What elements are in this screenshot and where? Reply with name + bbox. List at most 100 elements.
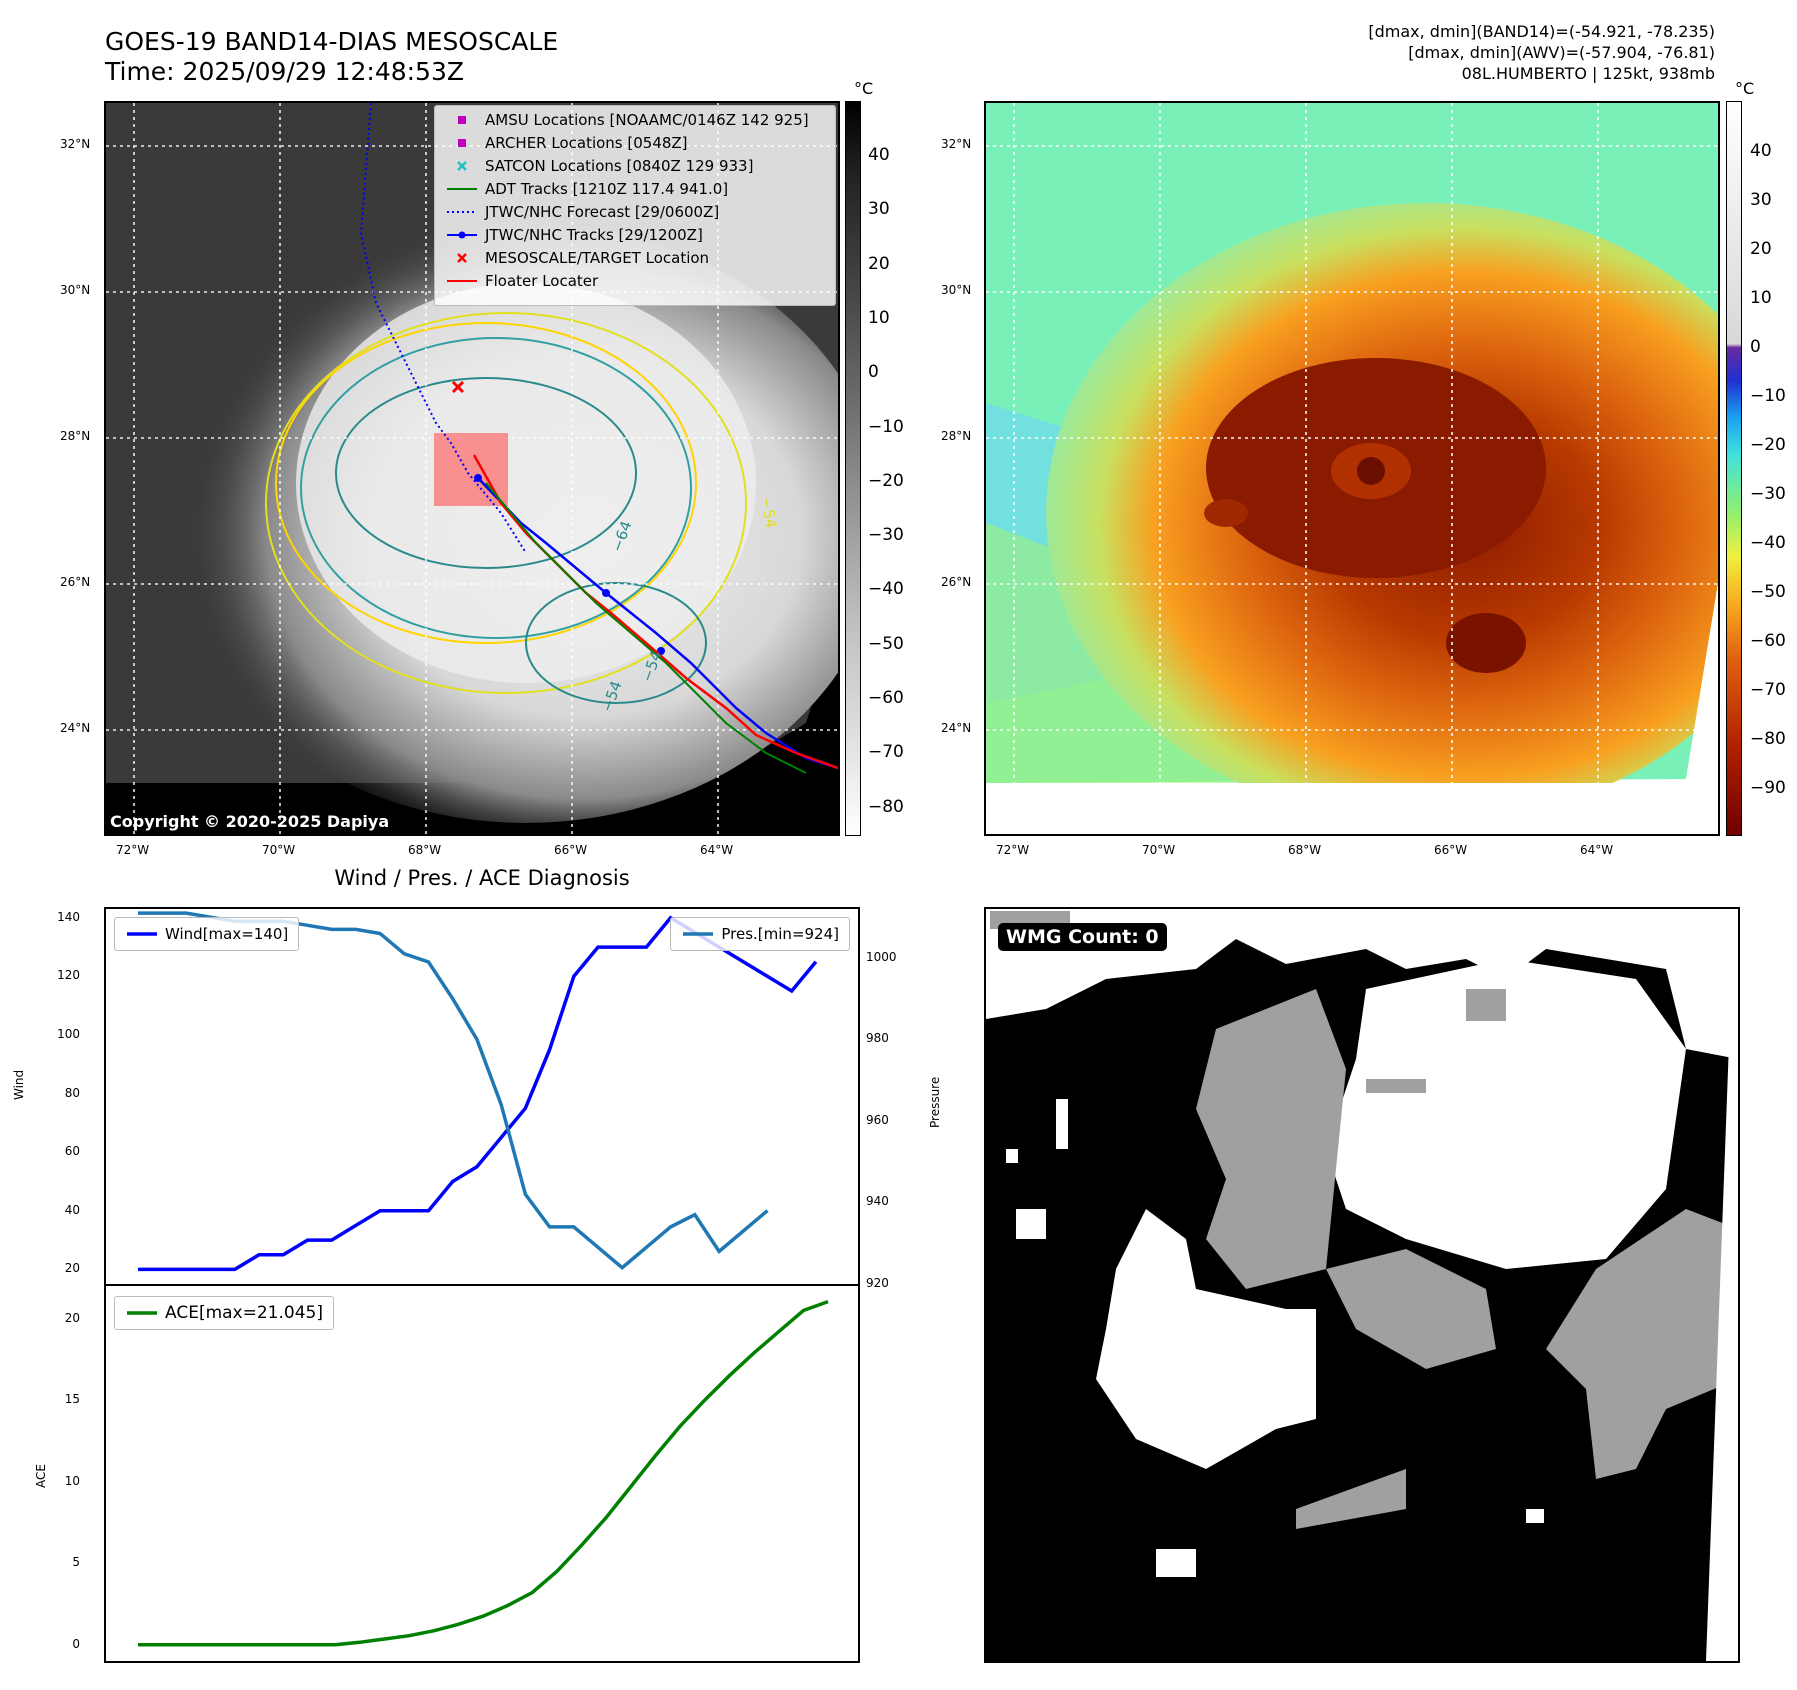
ace-legend: ACE[max=21.045] [114,1296,334,1330]
axis-tick: 920 [866,1276,889,1290]
axis-tick: 10 [64,1473,80,1488]
colorbar-tick: 10 [868,307,890,328]
axis-tick: 120 [57,968,80,983]
lat-label: 26°N [60,575,91,589]
pressure-legend: Pres.[min=924] [670,917,850,951]
legend-label: Pres.[min=924] [721,925,839,943]
legend-item: MESOSCALE/TARGET Location [435,247,835,270]
target-marker [451,380,465,394]
colorbar-tick: −60 [1750,631,1786,651]
axis-tick: 80 [64,1085,80,1100]
lat-label: 30°N [60,283,91,297]
legend-item: Pres.[min=924] [671,918,839,950]
colorbar-tick: −80 [1750,729,1786,749]
ir-colorbar-unit: °C [854,79,874,98]
awv-map-image [986,103,1718,834]
colorbar-tick: −60 [868,688,904,708]
lat-label: 24°N [941,721,972,735]
axis-tick: 20 [64,1261,80,1276]
best-track [477,477,838,770]
lon-label: 64°W [1580,843,1614,857]
wind-legend: Wind[max=140] [114,917,300,951]
axis-tick: 1000 [866,949,897,964]
colorbar-tick: −80 [868,796,904,817]
colorbar-tick: 40 [1750,141,1772,161]
ir-map-panel: −64 −54 −54 −54 Copyright © 2020-2025 Da… [104,101,840,836]
diagnosis-title: Wind / Pres. / ACE Diagnosis [334,866,630,890]
ace-chart: ACE[max=21.045] [104,1284,860,1663]
colorbar-tick: −20 [868,470,904,491]
ace-plot [138,1299,829,1647]
lat-label: 26°N [941,575,972,589]
contour-label: −54 [757,496,780,530]
legend-item: AMSU Locations [NOAAMC/0146Z 142 925] [435,109,835,132]
axis-tick: 0 [72,1636,80,1651]
awv-colorbar-unit: °C [1735,79,1755,98]
legend-label: ADT Tracks [1210Z 117.4 941.0] [485,180,729,198]
ace-series-line [138,1299,829,1647]
legend-label: Floater Locater [485,272,599,290]
awv-map-panel [984,101,1720,836]
legend-item: ADT Tracks [1210Z 117.4 941.0] [435,178,835,201]
colorbar-tick: −30 [868,525,904,546]
wmg-image [986,909,1738,1661]
storm-info: 08L.HUMBERTO | 125kt, 938mb [1461,64,1715,83]
lat-label: 28°N [941,429,972,443]
colorbar-tick: −10 [868,416,904,437]
copyright-text: Copyright © 2020-2025 Dapiya [110,812,390,831]
pressure-axis-label: Pressure [928,1076,942,1128]
map-legend: AMSU Locations [NOAAMC/0146Z 142 925] AR… [434,105,836,306]
axis-tick: 940 [866,1194,889,1209]
colorbar-tick: −50 [1750,582,1786,602]
legend-label: ARCHER Locations [0548Z] [485,134,688,152]
colorbar-tick: −20 [1750,435,1786,455]
colorbar-tick: −70 [1750,680,1786,700]
legend-label: JTWC/NHC Forecast [29/0600Z] [485,203,720,221]
axis-tick: 15 [64,1392,80,1407]
floater-track [472,454,838,770]
colorbar-tick: −40 [1750,533,1786,553]
colorbar-tick: −90 [1750,778,1786,798]
ir-colorbar [845,101,861,836]
colorbar-tick: 20 [868,253,890,274]
colorbar-tick: −30 [1750,484,1786,504]
lon-label: 70°W [262,843,296,857]
dmax-band14-info: [dmax, dmin](BAND14)=(-54.921, -78.235) [1368,22,1715,41]
legend-label: AMSU Locations [NOAAMC/0146Z 142 925] [485,111,809,129]
legend-item: JTWC/NHC Tracks [29/1200Z] [435,224,835,247]
lat-label: 32°N [941,137,972,151]
lon-label: 72°W [116,843,150,857]
axis-tick: 140 [57,909,80,924]
axis-tick: 960 [866,1112,889,1127]
lat-label: 32°N [60,137,91,151]
axis-tick: 5 [72,1555,80,1570]
legend-item: JTWC/NHC Forecast [29/0600Z] [435,201,835,224]
axis-tick: 40 [64,1202,80,1217]
legend-item: SATCON Locations [0840Z 129 933] [435,155,835,178]
chart-title: GOES-19 BAND14-DIAS MESOSCALE [105,27,559,56]
wmg-panel: WMG Count: 0 [984,907,1740,1663]
legend-item: Floater Locater [435,270,835,293]
legend-item: Wind[max=140] [115,918,288,950]
axis-tick: 20 [64,1310,80,1325]
colorbar-tick: 20 [1750,239,1772,259]
wind-pressure-plot [138,911,818,1272]
colorbar-tick: −50 [868,633,904,654]
dmax-awv-info: [dmax, dmin](AWV)=(-57.904, -76.81) [1408,43,1715,62]
wind-series-line [138,915,818,1272]
legend-label: Wind[max=140] [165,925,289,943]
colorbar-tick: 30 [868,199,890,220]
forecast-track [359,103,527,554]
axis-tick: 100 [57,1026,80,1041]
lat-label: 24°N [60,721,91,735]
adt-track [485,482,807,774]
lon-label: 70°W [1142,843,1176,857]
colorbar-tick: 30 [1750,190,1772,210]
chart-time: Time: 2025/09/29 12:48:53Z [105,57,464,86]
awv-colorbar [1726,101,1742,836]
lat-label: 30°N [941,283,972,297]
pressure-series-line [138,911,769,1270]
wind-pressure-chart: Wind[max=140] Pres.[min=924] [104,907,860,1286]
wind-axis-label: Wind [12,1069,26,1100]
legend-item: ARCHER Locations [0548Z] [435,132,835,155]
